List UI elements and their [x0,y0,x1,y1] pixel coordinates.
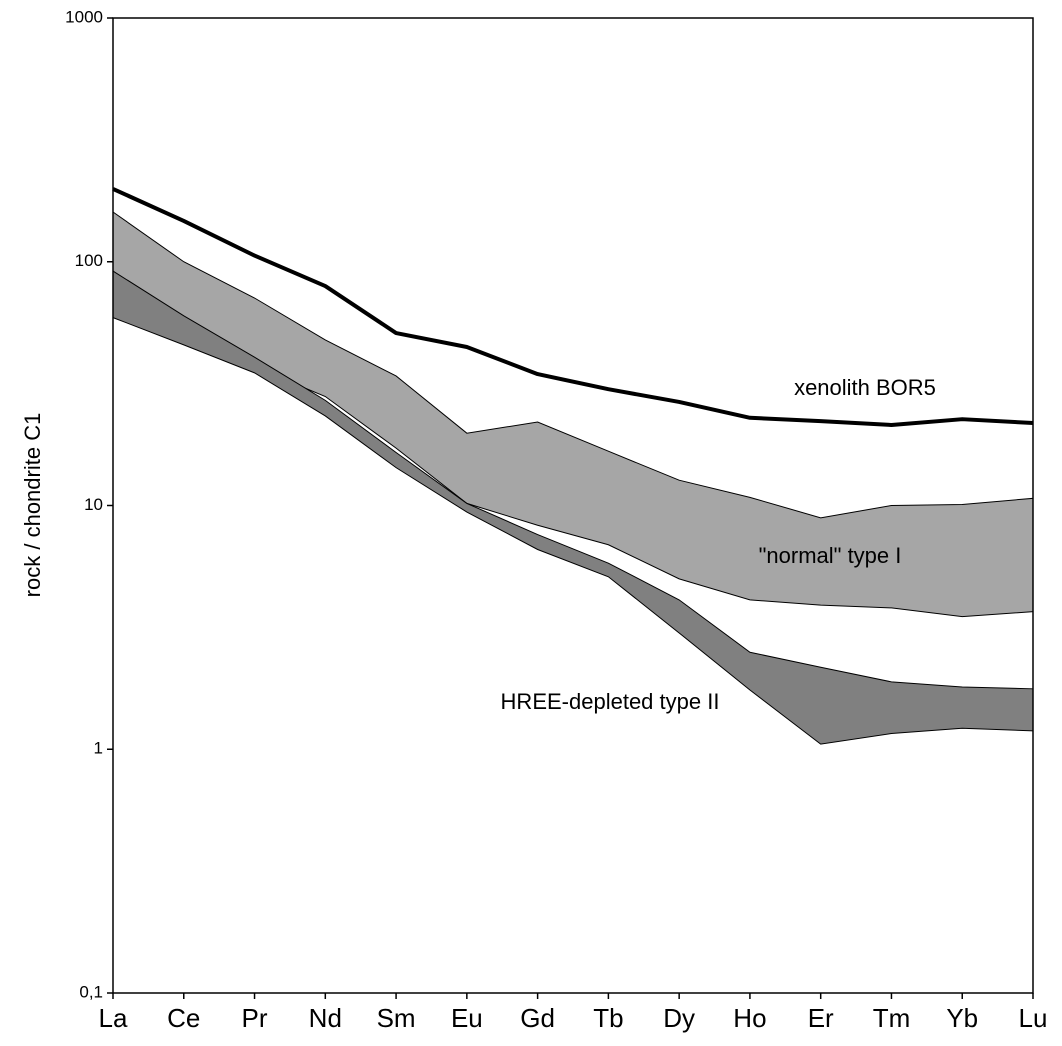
x-tick-label: Er [808,1003,834,1033]
series-label: xenolith BOR5 [794,375,936,400]
x-tick-label: La [99,1003,128,1033]
x-tick-label: Nd [309,1003,342,1033]
y-tick-label: 100 [75,251,103,270]
x-tick-label: Gd [520,1003,555,1033]
x-tick-label: Ce [167,1003,200,1033]
y-tick-label: 0,1 [79,982,103,1001]
x-tick-label: Pr [242,1003,268,1033]
series-label: HREE-depleted type II [501,689,720,714]
data-line [112,187,1034,427]
x-tick-label: Lu [1019,1003,1048,1033]
x-tick-label: Tb [593,1003,623,1033]
y-tick-label: 1 [94,739,103,758]
y-tick-label: 1000 [65,7,103,26]
x-tick-label: Tm [873,1003,911,1033]
series-label: "normal" type I [759,543,902,568]
x-tick-label: Eu [451,1003,483,1033]
x-tick-label: Dy [663,1003,695,1033]
x-tick-label: Ho [733,1003,766,1033]
x-tick-label: Sm [377,1003,416,1033]
y-axis-label: rock / chondrite C1 [20,413,45,598]
y-tick-label: 10 [84,495,103,514]
x-tick-label: Yb [946,1003,978,1033]
